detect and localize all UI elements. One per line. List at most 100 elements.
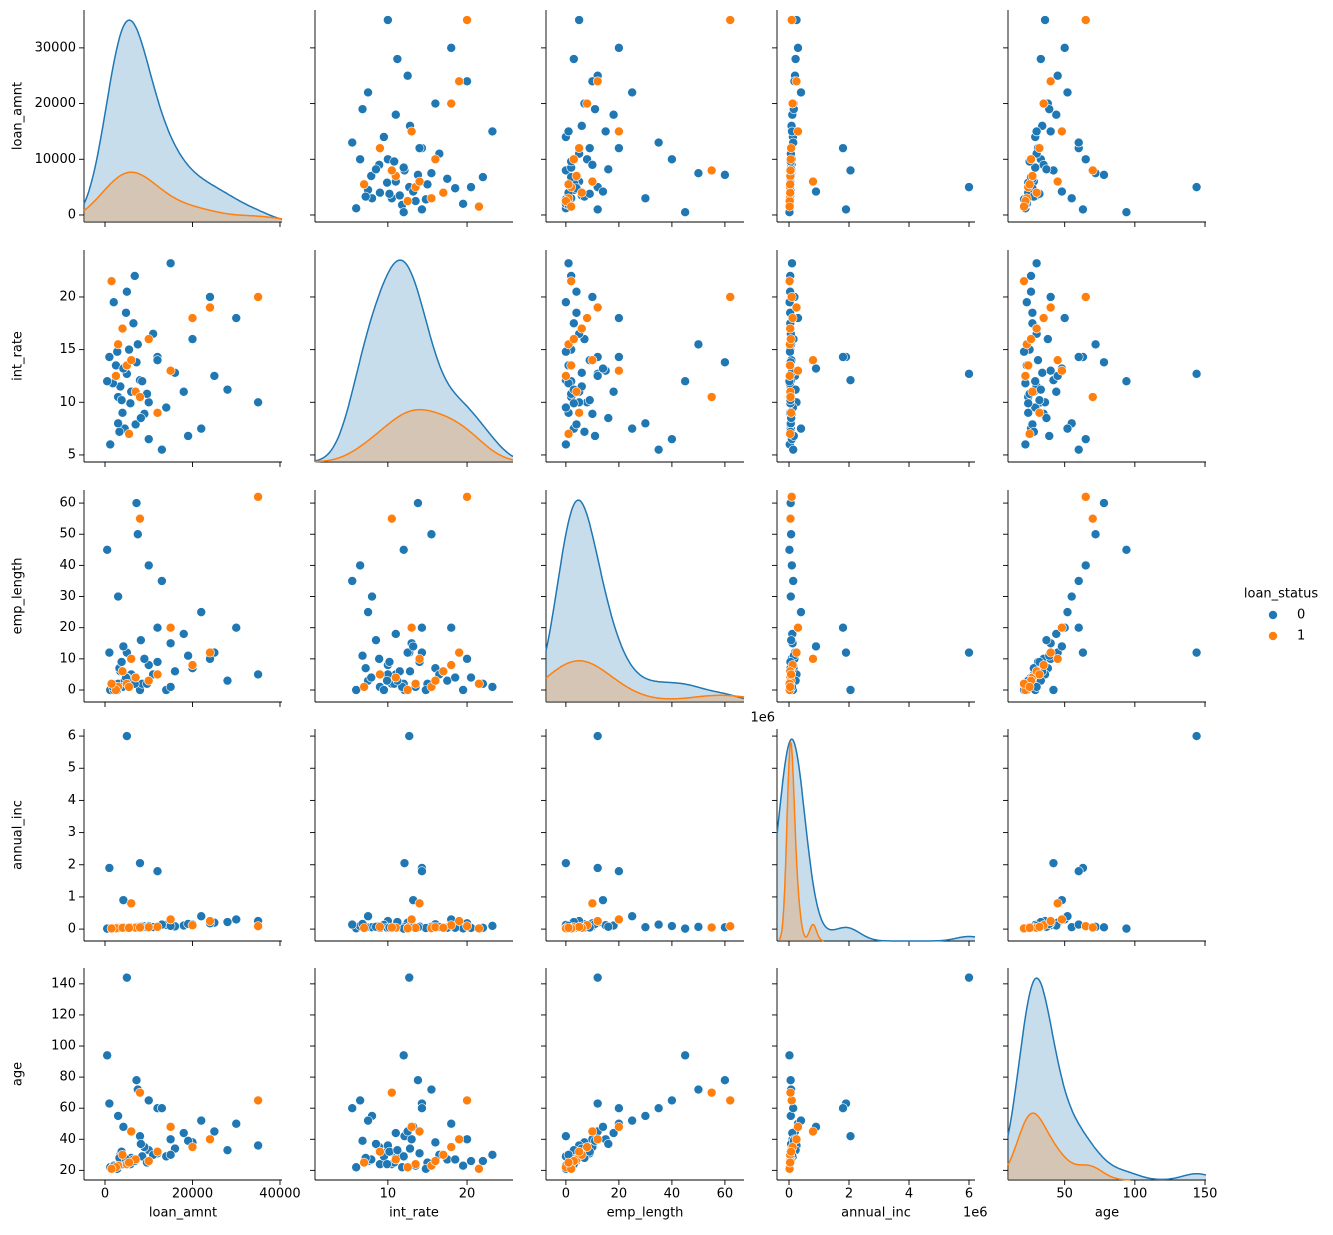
scatter-point — [1057, 365, 1067, 376]
scatter-point — [116, 657, 127, 667]
scatter-point — [582, 313, 592, 323]
scatter-point — [784, 545, 795, 555]
scatter-point — [1057, 126, 1067, 137]
scatter-point — [446, 622, 457, 633]
scatter-point — [1026, 154, 1036, 165]
scatter-point — [1045, 916, 1056, 926]
x-tick-label: 100 — [1122, 1187, 1147, 1202]
scatter-point — [787, 560, 797, 571]
scatter-point — [408, 641, 419, 652]
kde-fill — [84, 172, 282, 222]
scatter-point — [387, 1087, 397, 1098]
scatter-point — [1051, 109, 1062, 120]
scatter-point — [1062, 423, 1073, 434]
scatter-point — [576, 187, 587, 198]
scatter-point — [390, 1128, 401, 1138]
scatter-point — [571, 286, 582, 297]
scatter-point — [209, 371, 220, 381]
scatter-point — [347, 576, 358, 586]
scatter-point — [143, 675, 154, 686]
scatter-point — [178, 1128, 189, 1138]
scatter-point — [1044, 431, 1055, 441]
scatter-point — [1045, 647, 1056, 658]
scatter-point — [640, 418, 651, 429]
scatter-point — [102, 545, 112, 555]
scatter-point — [126, 898, 137, 909]
legend-marker — [1268, 610, 1278, 620]
scatter-point — [563, 126, 574, 137]
scatter-point — [122, 731, 132, 741]
scatter-point — [209, 1126, 220, 1137]
scatter-point — [1121, 923, 1132, 934]
scatter-point — [786, 15, 797, 25]
scatter-point — [387, 513, 397, 524]
scatter-point — [790, 54, 801, 64]
scatter-point — [725, 15, 736, 25]
scatter-point — [135, 392, 145, 402]
scatter-point — [614, 914, 624, 925]
scatter-point — [1038, 660, 1049, 670]
scatter-point — [1019, 201, 1029, 212]
scatter-point — [426, 1084, 437, 1095]
scatter-point — [414, 176, 425, 187]
scatter-point — [136, 413, 146, 423]
scatter-point — [1026, 334, 1036, 344]
scatter-point — [561, 439, 571, 450]
scatter-point — [187, 1142, 198, 1152]
scatter-point — [438, 923, 449, 933]
scatter-point — [1020, 439, 1031, 450]
y-tick-label: 4 — [68, 793, 76, 808]
scatter-point — [347, 137, 358, 148]
scatter-point — [838, 1103, 848, 1113]
scatter-point — [1057, 641, 1067, 652]
scatter-point — [592, 302, 603, 313]
scatter-point — [402, 647, 413, 658]
scatter-point — [667, 1095, 677, 1106]
scatter-point — [253, 397, 263, 408]
scatter-point — [1073, 137, 1084, 148]
scatter-point — [811, 641, 821, 652]
scatter-point — [791, 1134, 802, 1145]
scatter-point — [113, 1111, 123, 1121]
scatter-point — [474, 678, 484, 689]
scatter-point — [121, 307, 131, 318]
scatter-point — [1073, 866, 1084, 876]
scatter-point — [785, 323, 796, 334]
scatter-point — [359, 1157, 369, 1168]
scatter-point — [137, 376, 147, 387]
scatter-point — [706, 392, 717, 402]
y-tick-label: 60 — [59, 1101, 76, 1116]
scatter-point — [1080, 560, 1091, 571]
scatter-point — [590, 104, 600, 114]
scatter-point — [786, 408, 796, 418]
scatter-point — [442, 173, 453, 184]
x-tick-label: 20 — [459, 1187, 476, 1202]
scatter-point — [785, 429, 795, 439]
x-tick-label: 20 — [611, 1187, 628, 1202]
scatter-point — [1043, 334, 1053, 344]
scatter-point — [791, 647, 802, 658]
scatter-point — [1080, 15, 1091, 25]
y-tick-label: 60 — [59, 496, 76, 511]
scatter-point — [653, 919, 664, 930]
scatter-point — [394, 190, 405, 201]
scatter-point — [414, 898, 425, 909]
scatter-point — [139, 654, 150, 664]
scatter-point — [165, 1134, 176, 1145]
scatter-point — [796, 423, 806, 434]
scatter-point — [363, 911, 373, 922]
scatter-point — [614, 1103, 624, 1113]
scatter-point — [438, 666, 449, 677]
scatter-point — [680, 1050, 690, 1061]
scatter-point — [117, 408, 128, 418]
scatter-point — [584, 143, 595, 153]
scatter-point — [1040, 15, 1050, 25]
scatter-point — [487, 1150, 498, 1160]
scatter-point — [964, 972, 974, 983]
kde-line — [83, 171, 283, 220]
y-tick-label: 50 — [59, 527, 76, 542]
kde-line — [83, 19, 283, 221]
scatter-point — [382, 177, 392, 188]
scatter-point — [124, 923, 134, 933]
scatter-point — [1023, 360, 1034, 371]
